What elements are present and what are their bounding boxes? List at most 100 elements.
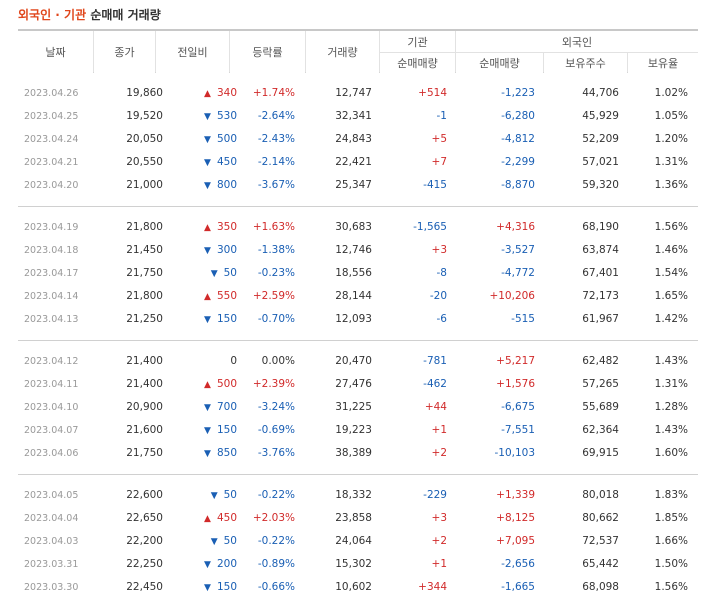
holdings-cell: 57,021 xyxy=(582,156,619,168)
table-row: 2023.04.26 19,860 ▲ 340 +1.74% 12,747 +514 -1,2… xyxy=(18,82,698,105)
institution-net-cell: -8 xyxy=(436,267,447,279)
close-cell: 21,750 xyxy=(126,447,163,459)
foreigner-net-cell: +1,576 xyxy=(496,378,535,390)
change-value: 0 xyxy=(230,355,237,367)
trading-table: 날짜 종가 전일비 등락률 거래량 기관 순매매량 외국인 순매매량 보유주수 … xyxy=(18,29,698,608)
holdings-cell: 57,265 xyxy=(582,378,619,390)
arrow-up-icon: ▲ xyxy=(204,89,211,99)
date-cell: 2023.04.17 xyxy=(24,268,79,279)
volume-cell: 31,225 xyxy=(335,401,372,413)
volume-cell: 18,556 xyxy=(335,267,372,279)
change-cell: ▼ 150 xyxy=(204,576,237,599)
row-group: 2023.04.05 22,600 ▼ 50 -0.22% 18,332 -229 +1,33… xyxy=(18,475,698,608)
table-row: 2023.04.14 21,800 ▲ 550 +2.59% 28,144 -20 +10,2… xyxy=(18,285,698,308)
volume-cell: 19,223 xyxy=(335,424,372,436)
foreigner-net-cell: +4,316 xyxy=(496,221,535,233)
volume-cell: 12,747 xyxy=(335,87,372,99)
table-row: 2023.04.24 20,050 ▼ 500 -2.43% 24,843 +5 -4,812… xyxy=(18,128,698,151)
change-cell: ▼ 800 xyxy=(204,174,237,197)
holdings-cell: 61,967 xyxy=(582,313,619,325)
date-cell: 2023.04.11 xyxy=(24,379,79,390)
table-row: 2023.04.12 21,400 0 0.00% 20,470 -781 +5,217 62… xyxy=(18,350,698,373)
change-cell: ▲ 550 xyxy=(204,285,237,308)
volume-cell: 38,389 xyxy=(335,447,372,459)
change-value: 530 xyxy=(216,110,237,122)
change-cell: ▼ 50 xyxy=(211,530,237,553)
close-cell: 21,750 xyxy=(126,267,163,279)
holdings-cell: 68,190 xyxy=(582,221,619,233)
change-cell: ▼ 200 xyxy=(204,553,237,576)
foreigner-net-cell: +7,095 xyxy=(496,535,535,547)
holding-rate-cell: 1.85% xyxy=(654,512,688,524)
volume-cell: 28,144 xyxy=(335,290,372,302)
header-change: 전일비 xyxy=(156,31,229,73)
change-cell: ▼ 700 xyxy=(204,396,237,419)
date-cell: 2023.04.05 xyxy=(24,490,79,501)
rate-cell: -0.89% xyxy=(257,558,295,570)
holdings-cell: 55,689 xyxy=(582,401,619,413)
close-cell: 22,250 xyxy=(126,558,163,570)
foreigner-net-cell: -2,656 xyxy=(501,558,535,570)
foreigner-net-cell: -8,870 xyxy=(501,179,535,191)
table-row: 2023.04.06 21,750 ▼ 850 -3.76% 38,389 +2 -10,10… xyxy=(18,442,698,465)
date-cell: 2023.04.10 xyxy=(24,402,79,413)
change-value: 50 xyxy=(223,535,237,547)
header-foreigner: 외국인 xyxy=(456,31,698,52)
change-cell: ▲ 350 xyxy=(204,216,237,239)
change-cell: ▲ 500 xyxy=(204,373,237,396)
arrow-down-icon: ▼ xyxy=(204,426,211,436)
arrow-down-icon: ▼ xyxy=(204,315,211,325)
institution-net-cell: -1 xyxy=(436,110,447,122)
change-value: 800 xyxy=(216,179,237,191)
holdings-cell: 80,018 xyxy=(582,489,619,501)
arrow-down-icon: ▼ xyxy=(210,491,218,501)
volume-cell: 24,064 xyxy=(335,535,372,547)
change-cell: ▼ 850 xyxy=(204,442,237,465)
foreigner-net-cell: -6,675 xyxy=(501,401,535,413)
date-cell: 2023.04.13 xyxy=(24,314,79,325)
holdings-cell: 65,442 xyxy=(582,558,619,570)
foreigner-net-cell: +10,206 xyxy=(489,290,535,302)
rate-cell: -0.66% xyxy=(257,581,295,593)
change-value: 50 xyxy=(223,489,237,501)
date-cell: 2023.04.25 xyxy=(24,111,79,122)
change-cell: ▲ 340 xyxy=(204,82,237,105)
holding-rate-cell: 1.20% xyxy=(654,133,688,145)
table-row: 2023.04.04 22,650 ▲ 450 +2.03% 23,858 +3 +8,125… xyxy=(18,507,698,530)
holding-rate-cell: 1.31% xyxy=(654,378,688,390)
institution-net-cell: +1 xyxy=(431,558,447,570)
volume-cell: 25,347 xyxy=(335,179,372,191)
volume-cell: 22,421 xyxy=(335,156,372,168)
change-value: 550 xyxy=(216,290,237,302)
arrow-down-icon: ▼ xyxy=(210,537,218,547)
change-cell: ▼ 50 xyxy=(211,262,237,285)
arrow-down-icon: ▼ xyxy=(204,246,211,256)
table-row: 2023.03.30 22,450 ▼ 150 -0.66% 10,602 +344 -1,6… xyxy=(18,576,698,599)
rate-cell: -2.64% xyxy=(257,110,295,122)
foreigner-net-cell: +1,339 xyxy=(496,489,535,501)
change-value: 150 xyxy=(216,313,237,325)
header-date: 날짜 xyxy=(18,31,93,73)
date-cell: 2023.04.03 xyxy=(24,536,79,547)
close-cell: 21,250 xyxy=(126,313,163,325)
close-cell: 22,450 xyxy=(126,581,163,593)
holding-rate-cell: 1.65% xyxy=(654,290,688,302)
change-value: 200 xyxy=(216,558,237,570)
volume-cell: 12,093 xyxy=(335,313,372,325)
change-value: 500 xyxy=(216,378,237,390)
date-cell: 2023.04.07 xyxy=(24,425,79,436)
row-group: 2023.04.26 19,860 ▲ 340 +1.74% 12,747 +514 -1,2… xyxy=(18,73,698,207)
holdings-cell: 69,915 xyxy=(582,447,619,459)
close-cell: 21,000 xyxy=(126,179,163,191)
institution-net-cell: +2 xyxy=(431,447,447,459)
table-row: 2023.04.25 19,520 ▼ 530 -2.64% 32,341 -1 -6,280… xyxy=(18,105,698,128)
rate-cell: -3.67% xyxy=(257,179,295,191)
rate-cell: -3.76% xyxy=(257,447,295,459)
date-cell: 2023.04.21 xyxy=(24,157,79,168)
foreigner-net-cell: -6,280 xyxy=(501,110,535,122)
holdings-cell: 80,662 xyxy=(582,512,619,524)
holding-rate-cell: 1.50% xyxy=(654,558,688,570)
close-cell: 21,800 xyxy=(126,221,163,233)
rate-cell: -0.69% xyxy=(257,424,295,436)
holdings-cell: 44,706 xyxy=(582,87,619,99)
